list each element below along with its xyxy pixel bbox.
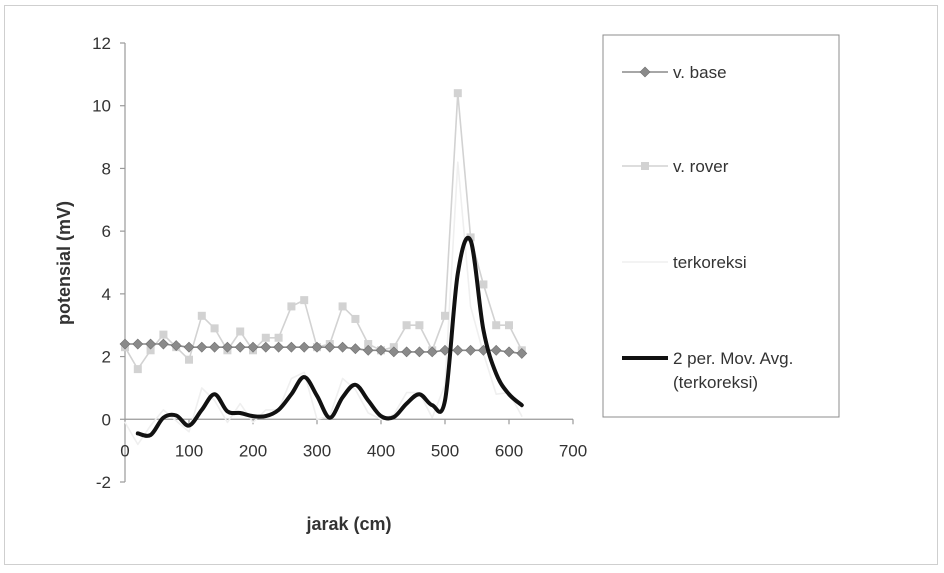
y-tick-label: 8 [102,159,111,178]
x-tick-label: 0 [120,441,129,460]
data-point [503,346,515,358]
data-point [133,365,142,374]
data-point [490,344,502,356]
x-tick-label: 600 [495,441,523,460]
data-point [401,346,413,358]
data-point [261,333,270,342]
legend-item-0: v. base [622,63,727,82]
data-point [516,348,528,359]
data-point [157,338,169,350]
data-point [197,311,206,320]
data-point [364,340,373,349]
series-line [124,161,523,446]
legend-label: terkoreksi [673,253,747,272]
legend-box [602,34,840,418]
data-point [426,346,438,358]
data-point [273,341,285,353]
x-tick-label: 500 [431,441,459,460]
data-point [247,341,259,353]
data-point [209,341,221,353]
y-axis-title: potensial (mV) [54,201,74,325]
data-point [221,341,233,353]
y-tick-label: 4 [102,285,111,304]
data-point [349,343,361,355]
data-point [441,311,449,320]
data-point [402,321,411,330]
series-2 [124,161,523,446]
x-axis-ticks: 0 100 200 300 400 500 600 700 [120,419,587,460]
x-tick-label: 700 [559,441,587,460]
data-point [375,344,387,356]
legend-item-1: v. rover [622,157,729,176]
legend-marker [641,162,649,170]
data-point [260,341,272,353]
data-point [388,346,400,358]
data-point [492,321,501,330]
legend-marker [639,66,651,78]
legend: v. base v. rover terkoreksi 2 per. Mov. Avg… [602,34,840,418]
data-point [452,344,464,356]
plot-area: -2 0 2 4 6 8 10 12 0 100 200 300 400 500 600 700 [92,34,587,492]
x-tick-label: 200 [239,441,267,460]
data-point [210,324,219,333]
data-point [234,341,246,353]
legend-label: v. rover [673,157,729,176]
data-point [196,341,208,353]
series-line [124,92,523,370]
legend-items: v. base v. rover terkoreksi 2 per. Mov. Avg… [622,63,793,392]
data-point [146,346,155,355]
x-tick-label: 100 [175,441,203,460]
series-layer [119,89,528,446]
data-point [159,330,168,339]
y-axis-ticks: -2 0 2 4 6 8 10 12 [92,34,125,492]
x-tick-label: 300 [303,441,331,460]
data-point [439,344,451,356]
legend-label: v. base [673,63,727,82]
data-point [287,302,296,311]
data-point [145,338,157,350]
data-point [285,341,297,353]
chart-frame [4,5,938,565]
data-point [351,314,360,323]
data-point [324,341,336,353]
data-point [337,341,349,353]
x-tick-label: 400 [367,441,395,460]
data-point [505,321,513,330]
data-point [413,346,425,358]
data-point [453,89,462,98]
data-point [362,344,374,356]
data-point [132,338,144,350]
data-point [119,338,131,350]
series-1 [121,89,526,374]
data-point [236,327,245,336]
x-axis-title: jarak (cm) [305,514,391,534]
y-tick-label: 10 [92,97,111,116]
data-point [338,302,347,311]
data-point [465,344,477,356]
series-line [135,235,524,438]
y-tick-label: 0 [102,410,111,429]
legend-item-2: terkoreksi [622,253,747,272]
series-3 [135,235,524,438]
y-tick-label: 12 [92,34,111,53]
y-tick-label: 2 [102,348,111,367]
data-point [300,296,309,305]
data-point [479,280,488,289]
data-point [183,341,195,353]
data-point [311,341,323,353]
legend-label: 2 per. Mov. Avg. (terkoreksi) [673,349,793,392]
data-point [274,333,283,342]
y-tick-label: 6 [102,222,111,241]
data-point [298,341,310,353]
legend-item-3: 2 per. Mov. Avg. (terkoreksi) [622,349,793,392]
y-tick-label: -2 [96,473,111,492]
data-point [185,355,193,364]
series-0 [119,338,528,359]
data-point [170,340,182,352]
data-point [415,321,424,330]
